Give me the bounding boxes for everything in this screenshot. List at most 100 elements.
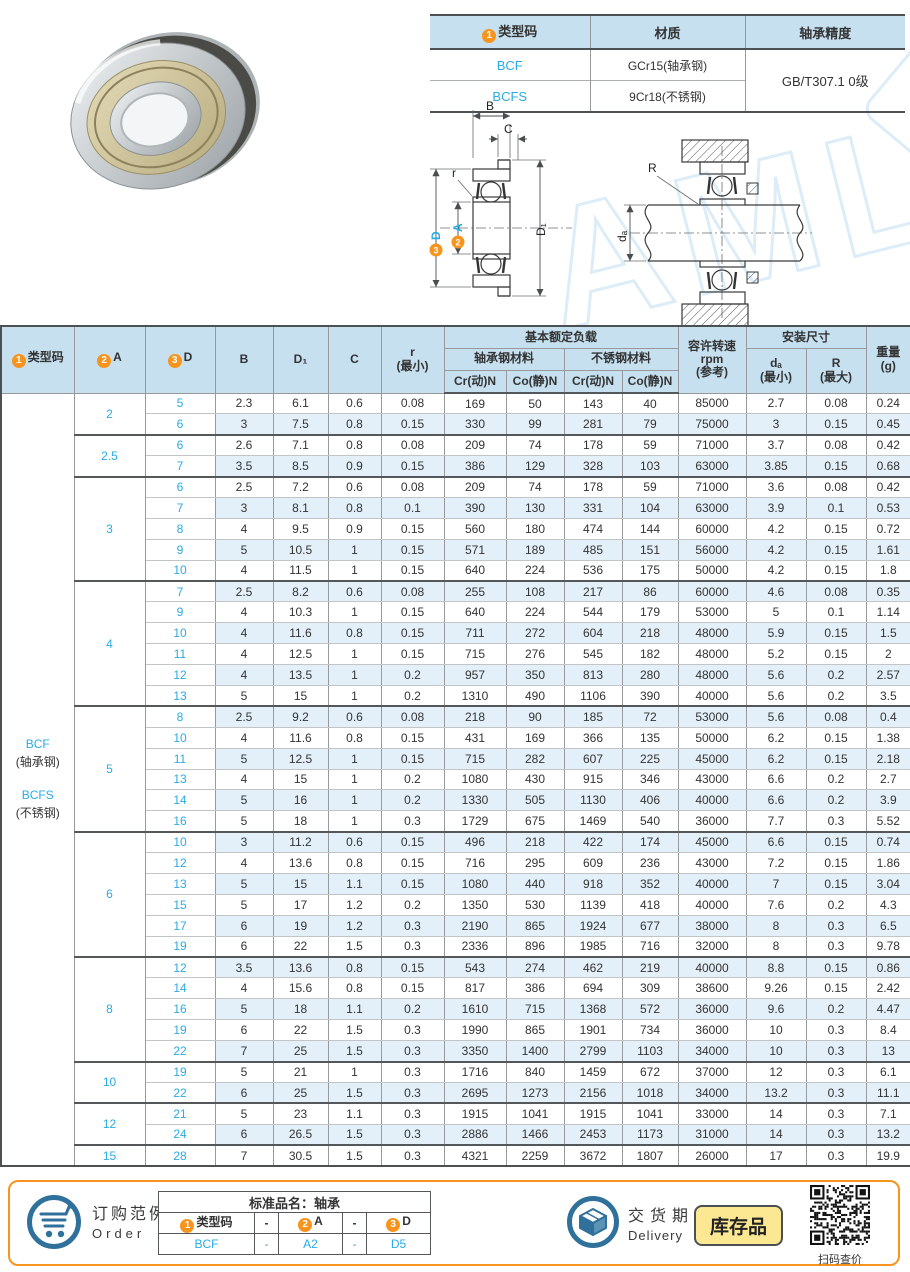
value-cell: 12: [745, 1060, 807, 1083]
d-value: 6: [144, 475, 216, 498]
value-cell: 3.9: [865, 789, 910, 812]
col-b: B: [214, 325, 274, 394]
value-cell: 11.1: [865, 1081, 910, 1104]
value-cell: 38000: [677, 914, 747, 937]
value-cell: 640: [443, 559, 507, 582]
value-cell: 1: [327, 664, 382, 686]
table-row: 10 19 5 21 1 0.3 1716 840 1459 672 37000 12 0.3 6.1: [1, 1060, 910, 1104]
value-cell: 6: [214, 914, 274, 937]
value-cell: 0.2: [380, 789, 445, 812]
table-row: 14 4 15.6 0.8 0.15 817 386 694 309 38600 9.26 0.15 2…: [1, 977, 910, 1000]
value-cell: 0.08: [805, 433, 867, 457]
value-cell: 1273: [505, 1081, 565, 1104]
value-cell: 6.1: [865, 1060, 910, 1083]
table-row: 9 4 10.3 1 0.15 640 224 544 179 53000 5 0.1 1.14: [1, 601, 910, 624]
order-example-label: 订购范例 Order: [92, 1206, 169, 1241]
value-cell: 505: [505, 789, 565, 812]
value-cell: 16: [272, 789, 329, 812]
value-cell: 544: [563, 601, 623, 624]
value-cell: 1: [327, 643, 382, 666]
value-cell: 224: [505, 559, 565, 582]
value-cell: 677: [621, 914, 679, 937]
col-co-steel: Co(静)N: [505, 369, 565, 394]
d-value: 19: [144, 1060, 216, 1083]
order-dash: -: [342, 1212, 367, 1234]
value-cell: 6.2: [745, 747, 807, 770]
value-cell: 19: [272, 914, 329, 937]
value-cell: 1.5: [327, 1123, 382, 1146]
value-cell: 9.2: [272, 705, 329, 728]
value-cell: 1400: [505, 1040, 565, 1062]
value-cell: 1106: [563, 684, 623, 707]
value-cell: 1915: [443, 1102, 507, 1125]
col-co-stainless: Co(静)N: [621, 369, 679, 394]
value-cell: 2259: [505, 1144, 565, 1167]
d-value: 14: [144, 789, 216, 812]
value-cell: 0.2: [380, 664, 445, 686]
d-value: 12: [144, 664, 216, 686]
value-cell: 45000: [677, 747, 747, 770]
value-cell: 0.9: [327, 517, 382, 540]
value-cell: 34000: [677, 1081, 747, 1104]
value-cell: 6.1: [272, 392, 329, 415]
value-cell: 957: [443, 664, 507, 686]
value-cell: 26.5: [272, 1123, 329, 1146]
table-row: 13 4 15 1 0.2 1080 430 915 346 43000 6.6 0.2 2.7: [1, 768, 910, 791]
value-cell: 143: [563, 392, 623, 415]
value-cell: 1.1: [327, 1102, 382, 1125]
value-cell: 0.6: [327, 475, 382, 498]
value-cell: 9.5: [272, 517, 329, 540]
value-cell: 366: [563, 726, 623, 749]
value-cell: 129: [505, 455, 565, 478]
d-value: 14: [144, 977, 216, 1000]
material-bcf: GCr15(轴承钢): [589, 48, 745, 81]
value-cell: 0.15: [805, 517, 867, 540]
qr-code: [810, 1185, 870, 1245]
value-cell: 135: [621, 726, 679, 749]
value-cell: 10: [745, 1040, 807, 1062]
a-value: 8: [73, 956, 146, 1063]
value-cell: 0.6: [327, 705, 382, 728]
value-cell: 12.5: [272, 643, 329, 666]
badge-2-icon: 2: [298, 1218, 313, 1232]
table-row: BCF (轴承钢) BCFS (不锈钢) 2 5 2.3 6.1 0.6 0.08 169 50 143…: [0, 392, 910, 1167]
material-table: 1 类型码 材质 轴承精度 BCF GCr15(轴承钢) GB/T307.1 0级…: [430, 14, 905, 113]
value-cell: 15: [272, 684, 329, 707]
value-cell: 5.6: [745, 684, 807, 707]
value-cell: 1.5: [865, 622, 910, 645]
value-cell: 2.57: [865, 664, 910, 686]
table-row: 3 6 2.5 7.2 0.6 0.08 209 74 178 59 71000 3.6 0.08 0.4…: [1, 475, 910, 582]
value-cell: 45000: [677, 830, 747, 854]
value-cell: 3.7: [745, 433, 807, 457]
d-value: 12: [144, 956, 216, 979]
value-cell: 640: [443, 601, 507, 624]
value-cell: 536: [563, 559, 623, 582]
type-code-cell: BCF (轴承钢) BCFS (不锈钢): [0, 392, 75, 1167]
value-cell: 0.08: [380, 433, 445, 457]
value-cell: 224: [505, 601, 565, 624]
value-cell: 26000: [677, 1144, 747, 1167]
value-cell: 71000: [677, 433, 747, 457]
value-cell: 13.6: [272, 956, 329, 979]
value-cell: 716: [621, 935, 679, 958]
value-cell: 185: [563, 705, 623, 728]
svg-text:C: C: [504, 122, 513, 136]
value-cell: 0.15: [380, 852, 445, 874]
value-cell: 1.61: [865, 538, 910, 561]
col-da: dₐ (最小): [745, 347, 807, 394]
value-cell: 0.3: [380, 1102, 445, 1125]
value-cell: 21: [272, 1060, 329, 1083]
value-cell: 1: [327, 559, 382, 582]
value-cell: 178: [563, 433, 623, 457]
col-d1: D₁: [272, 325, 329, 394]
value-cell: 11.5: [272, 559, 329, 582]
bearing-section-drawing: B C r 2 A 3 D: [429, 99, 572, 297]
value-cell: 6.6: [745, 830, 807, 854]
d-value: 22: [144, 1081, 216, 1104]
d-value: 10: [144, 830, 216, 854]
value-cell: 1901: [563, 1019, 623, 1042]
value-cell: 4: [214, 852, 274, 874]
value-cell: 4.2: [745, 559, 807, 582]
value-cell: 350: [505, 664, 565, 686]
